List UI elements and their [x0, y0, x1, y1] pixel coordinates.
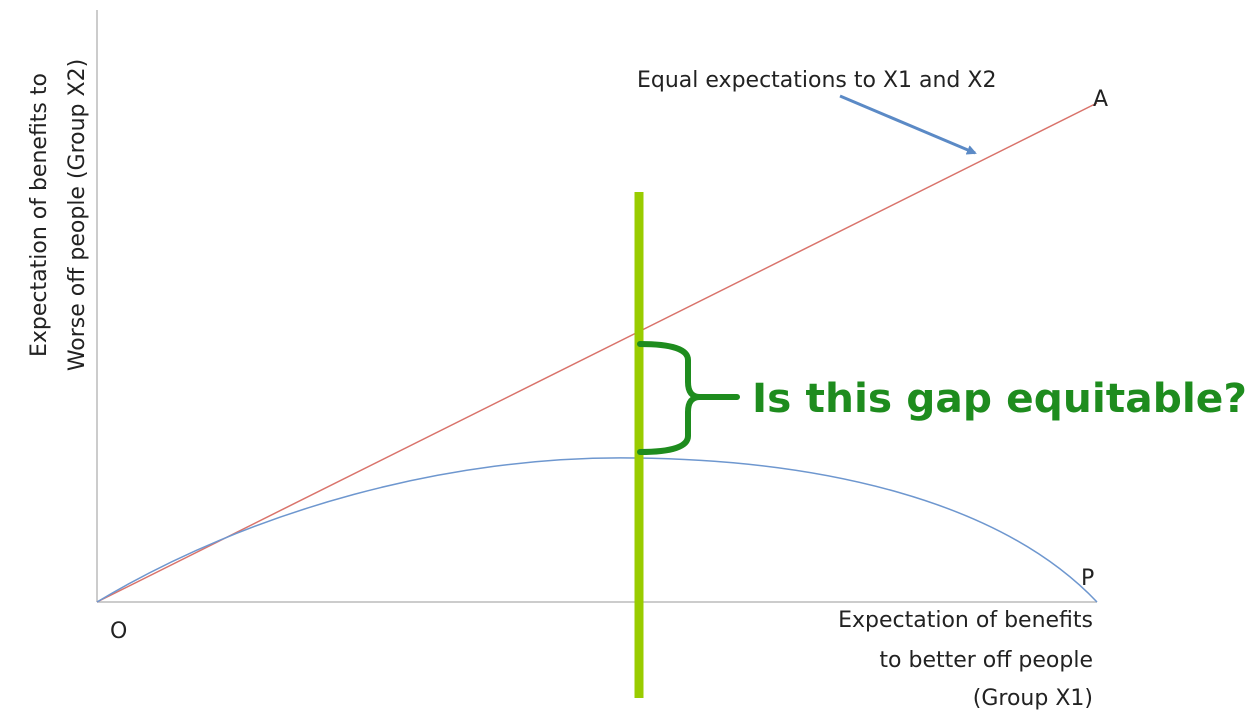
equality-line: [96, 102, 1098, 603]
point-label: A: [1093, 87, 1108, 112]
x-axis-label: (Group X1): [973, 686, 1093, 711]
line-label: Equal expectations to X1 and X2: [637, 68, 996, 93]
x-axis-label: to better off people: [879, 648, 1093, 673]
bracket: [637, 341, 740, 455]
x-axis-label: Expectation of benefits: [838, 608, 1093, 633]
frontier-curve: [96, 457, 1098, 603]
question: Is this gap equitable?: [752, 376, 1247, 422]
y-axis-label: Expectation of benefits to: [27, 73, 52, 357]
point-label: P: [1081, 566, 1094, 591]
arrow: [839, 94, 977, 155]
origin-label: O: [110, 619, 127, 644]
y-axis-label: Worse off people (Group X2): [65, 59, 90, 371]
